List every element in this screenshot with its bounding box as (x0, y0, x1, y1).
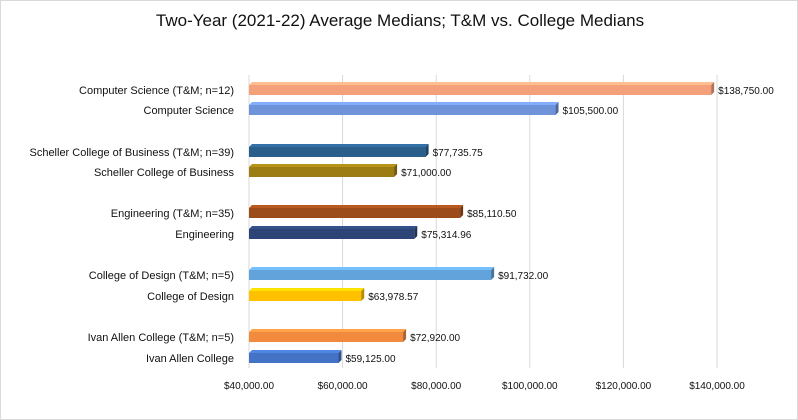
bar-end-cap (403, 329, 407, 342)
x-tick-label: $40,000.00 (224, 381, 274, 392)
bar (249, 353, 339, 363)
x-tick-label: $100,000.00 (502, 381, 558, 392)
category-label: College of Design (T&M; n=5) (89, 270, 234, 282)
bar-top-face (249, 226, 418, 229)
data-label: $85,110.50 (467, 209, 517, 220)
category-label: Computer Science (T&M; n=12) (79, 85, 234, 97)
data-label: $105,500.00 (563, 106, 619, 117)
bar (249, 105, 556, 115)
bar (249, 208, 461, 218)
data-label: $63,978.57 (368, 292, 418, 303)
category-label: Computer Science (144, 105, 235, 117)
x-tick-label: $140,000.00 (689, 381, 745, 392)
bar-top-face (249, 350, 342, 353)
bar-end-cap (491, 267, 495, 280)
bar (249, 147, 426, 157)
bar-top-face (249, 205, 464, 208)
data-label: $77,735.75 (433, 148, 483, 159)
bar (249, 85, 712, 95)
x-tick-label: $80,000.00 (411, 381, 461, 392)
bar (249, 270, 492, 280)
category-label: Engineering (175, 229, 234, 241)
category-label: Scheller College of Business (T&M; n=39) (29, 147, 234, 159)
bar-end-cap (711, 82, 715, 95)
bar-top-face (249, 288, 365, 291)
bar-end-cap (555, 102, 559, 115)
bar-end-cap (414, 226, 418, 239)
bar (249, 332, 404, 342)
bar-end-cap (338, 350, 342, 363)
data-label: $59,125.00 (346, 354, 396, 365)
bar (249, 229, 415, 239)
bar-top-face (249, 164, 398, 167)
data-label: $138,750.00 (718, 86, 774, 97)
category-label: Ivan Allen College (T&M; n=5) (88, 332, 234, 344)
category-label: Ivan Allen College (146, 353, 234, 365)
category-label: College of Design (147, 291, 234, 303)
data-label: $72,920.00 (410, 333, 460, 344)
category-label: Scheller College of Business (94, 167, 235, 179)
x-tick-label: $60,000.00 (318, 381, 368, 392)
bar-end-cap (460, 205, 464, 218)
bar-end-cap (394, 164, 398, 177)
bar-end-cap (425, 144, 429, 157)
bar (249, 167, 395, 177)
data-label: $75,314.96 (421, 230, 471, 241)
chart-title: Two-Year (2021-22) Average Medians; T&M … (155, 11, 645, 30)
bar-top-face (249, 82, 715, 85)
data-label: $91,732.00 (498, 271, 548, 282)
bar-top-face (249, 267, 495, 270)
bar-top-face (249, 329, 407, 332)
bar-end-cap (361, 288, 365, 301)
bar-top-face (249, 102, 559, 105)
bar-top-face (249, 144, 429, 147)
category-label: Engineering (T&M; n=35) (111, 208, 234, 220)
bar (249, 291, 362, 301)
x-tick-label: $120,000.00 (596, 381, 652, 392)
data-label: $71,000.00 (401, 168, 451, 179)
